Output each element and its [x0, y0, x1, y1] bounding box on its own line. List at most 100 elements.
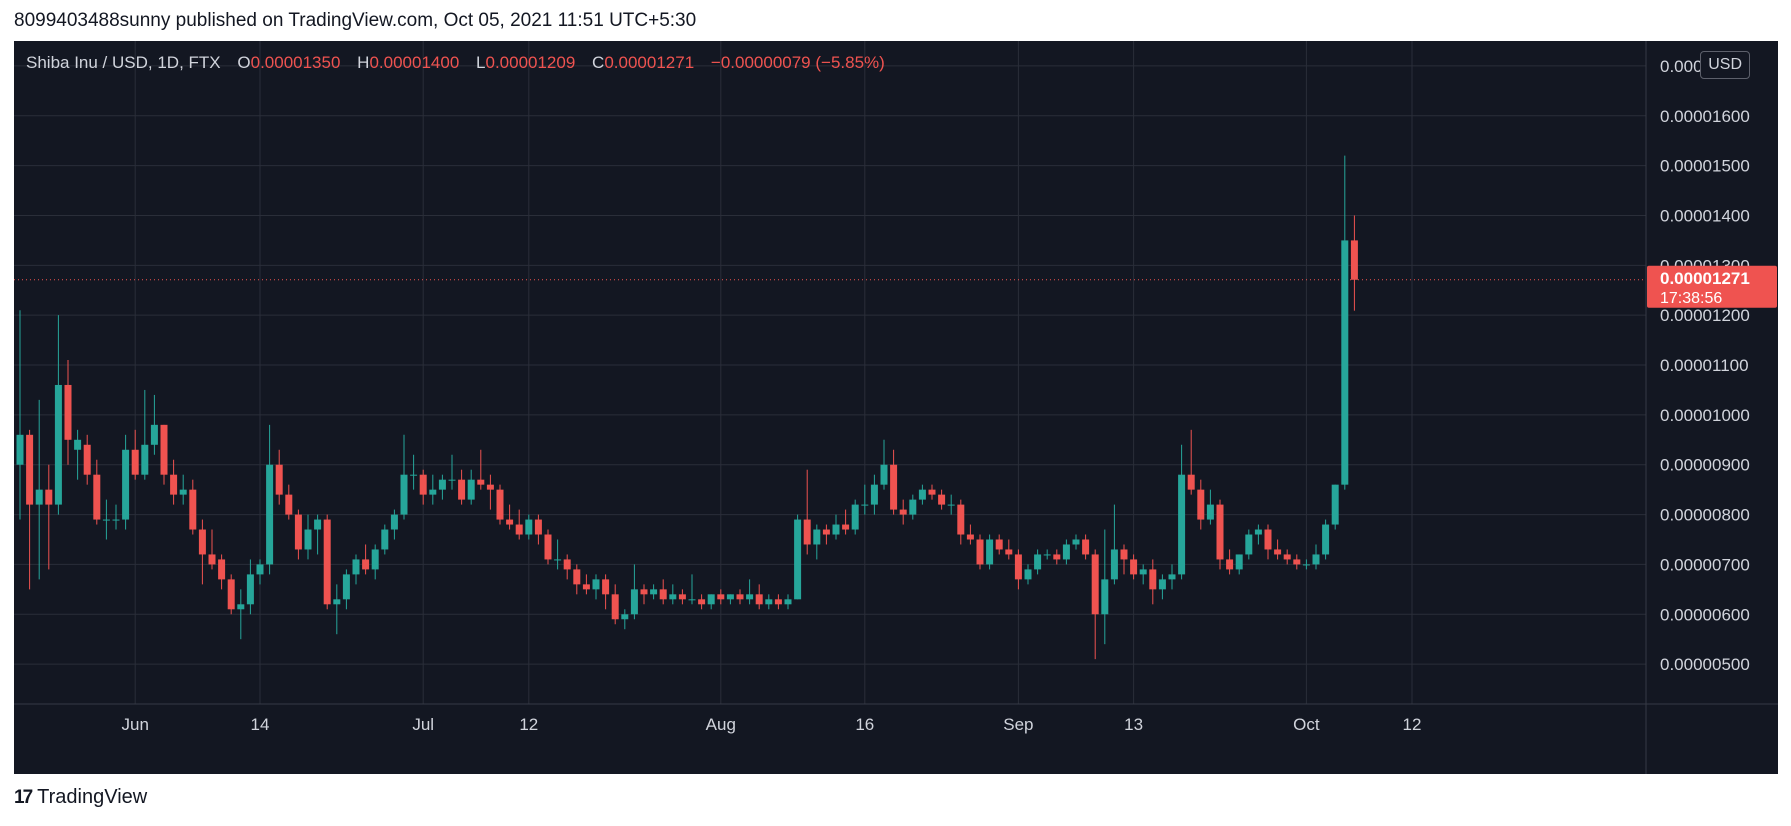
candle-body — [1341, 240, 1349, 485]
candle-body — [1130, 559, 1138, 575]
candle-body — [218, 559, 226, 580]
x-tick-label: Aug — [706, 715, 736, 734]
x-tick-label: 12 — [1403, 715, 1422, 734]
candle-body — [1312, 554, 1320, 565]
candle-body — [957, 504, 965, 535]
candle-body — [1235, 554, 1243, 570]
candle-body — [198, 529, 206, 555]
currency-button[interactable]: USD — [1700, 51, 1750, 79]
candle-body — [179, 489, 187, 495]
candle-body — [976, 539, 984, 565]
candle-body — [1101, 579, 1109, 615]
candle-body — [227, 579, 235, 610]
candle-body — [602, 579, 610, 595]
candle-body — [1187, 474, 1195, 490]
candle-body — [1216, 504, 1224, 560]
candle-body — [467, 479, 475, 500]
candle-body — [707, 594, 715, 605]
candle-body — [688, 599, 696, 601]
open-label: O — [237, 53, 251, 72]
x-tick-label: 16 — [855, 715, 874, 734]
candle-body — [851, 504, 859, 530]
candle-body — [1350, 240, 1358, 280]
candle-body — [131, 449, 139, 475]
candle-body — [870, 484, 878, 505]
candle-body — [1062, 544, 1070, 560]
tradingview-logo-icon: 17 — [14, 786, 33, 808]
candle-body — [208, 554, 216, 565]
candle-body — [534, 519, 542, 535]
candle-body — [1197, 489, 1205, 520]
candlestick-chart[interactable]: 0.00000500 0.00000600 0.00000700 0.00000800… — [14, 41, 1778, 774]
candle-body — [400, 474, 408, 515]
y-tick-label: 0.00000800 — [1660, 506, 1750, 525]
candle-body — [429, 489, 437, 495]
y-tick-label: 0.00001000 — [1660, 406, 1750, 425]
candle-body — [1043, 554, 1051, 556]
x-tick-label: Jun — [121, 715, 148, 734]
y-tick-label: 0.00001100 — [1660, 356, 1749, 375]
candle-body — [774, 599, 782, 605]
brand-name: TradingView — [37, 786, 148, 808]
candle-body — [304, 529, 312, 550]
y-tick-label: 0.00001400 — [1660, 206, 1750, 225]
x-tick-label: 12 — [519, 715, 538, 734]
y-tick-label: 0.00000700 — [1660, 555, 1750, 574]
x-tick-label: Oct — [1293, 715, 1320, 734]
candle-body — [803, 519, 811, 545]
candle-body — [544, 534, 552, 560]
candle-body — [381, 529, 389, 550]
candle-body — [314, 519, 322, 530]
candle-body — [909, 499, 917, 515]
candle-body — [918, 489, 926, 500]
candle-body — [1302, 564, 1310, 566]
candle-body — [1178, 474, 1186, 575]
candle-body — [515, 524, 523, 535]
candle-body — [150, 424, 158, 445]
candle-body — [1322, 524, 1330, 555]
x-tick-label: Sep — [1003, 715, 1033, 734]
candle-body — [438, 479, 446, 490]
candle-body — [506, 519, 514, 525]
candle-body — [1149, 569, 1157, 590]
x-tick-label: 14 — [251, 715, 270, 734]
candle-body — [54, 384, 62, 505]
y-tick-label: 0.00000900 — [1660, 456, 1750, 475]
candle-body — [1120, 549, 1128, 560]
symbol-label[interactable]: Shiba Inu / USD, 1D, FTX — [26, 53, 221, 72]
candle-body — [35, 489, 43, 505]
candle-body — [947, 504, 955, 506]
candle-body — [1226, 559, 1234, 570]
low-value: 0.00001209 — [485, 53, 576, 72]
candle-body — [285, 494, 293, 515]
candle-body — [650, 589, 658, 595]
last-price-value: 0.00001271 — [1660, 269, 1750, 288]
tradingview-logo[interactable]: 17 TradingView — [14, 786, 147, 809]
publisher-line: 8099403488sunny published on TradingView… — [14, 10, 697, 31]
candle-body — [832, 524, 840, 535]
candle-body — [1254, 529, 1262, 535]
candle-body — [736, 594, 744, 600]
candle-body — [717, 594, 725, 600]
candle-body — [333, 599, 341, 605]
last-price-tag — [1647, 265, 1777, 308]
candle-body — [410, 474, 418, 476]
candle-body — [112, 519, 120, 521]
ohlc-legend: Shiba Inu / USD, 1D, FTX O0.00001350 H0.… — [26, 53, 885, 73]
candle-body — [669, 594, 677, 600]
candle-body — [746, 594, 754, 600]
candle-body — [899, 509, 907, 515]
candle-body — [342, 574, 350, 600]
candle-body — [458, 479, 466, 500]
candle-body — [938, 494, 946, 505]
candle-body — [726, 594, 734, 600]
candle-body — [160, 424, 168, 475]
candle-body — [486, 484, 494, 490]
candle-body — [1264, 529, 1272, 550]
candle-body — [573, 569, 581, 585]
candle-body — [995, 539, 1003, 550]
candle-body — [1091, 554, 1099, 615]
chart-frame[interactable]: 0.00000500 0.00000600 0.00000700 0.00000800… — [14, 41, 1778, 774]
candle-body — [986, 539, 994, 565]
